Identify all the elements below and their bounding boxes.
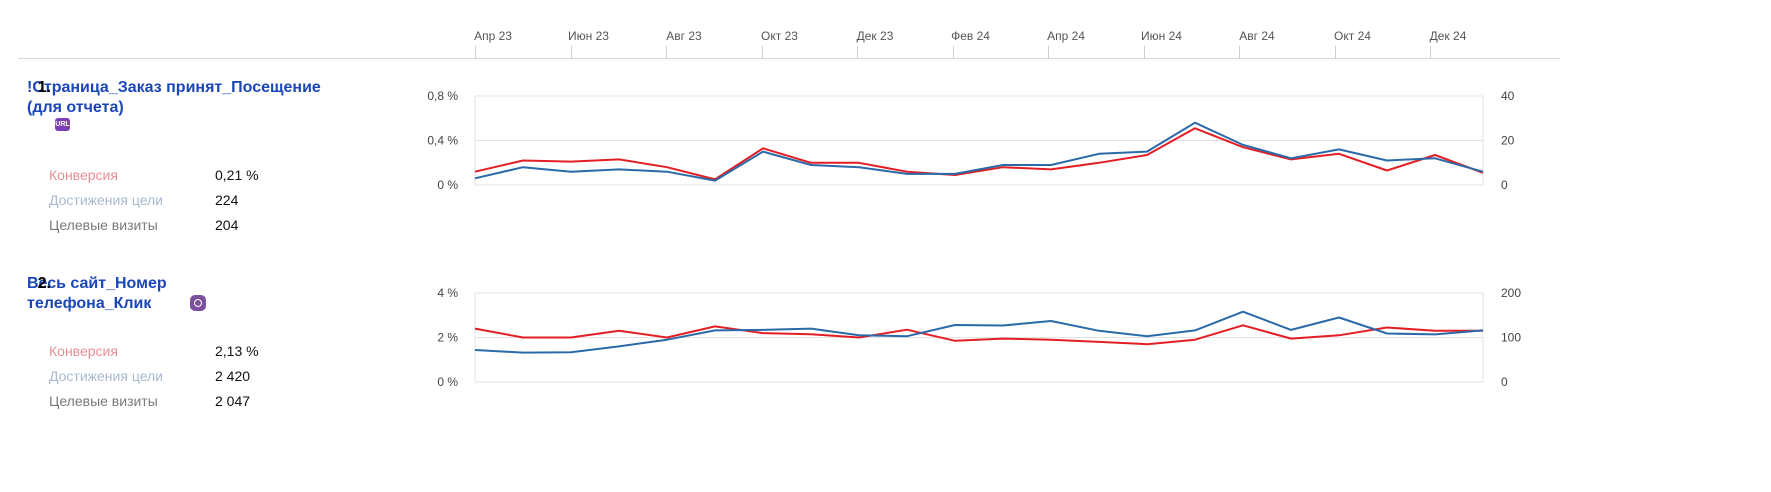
right-axis-tick: 0: [1501, 375, 1508, 389]
conversion-row: Конверсия 2,13 %: [49, 341, 259, 361]
goal-name[interactable]: Весь сайт_Номер телефона_Клик: [27, 275, 167, 312]
reaches-value: 2 420: [215, 368, 251, 384]
month-label: Авг 24: [1239, 29, 1275, 43]
right-axis-tick: 100: [1501, 331, 1521, 345]
right-axis-tick: 200: [1501, 286, 1521, 300]
month-tick: [952, 46, 954, 58]
viber-icon: [190, 295, 206, 311]
reaches-series-line: [474, 121, 1484, 182]
reaches-label: Достижения цели: [49, 192, 164, 208]
month-label: Фев 24: [951, 29, 990, 43]
month-tick: [1334, 46, 1336, 58]
month-tick: [666, 46, 667, 58]
conversion-value: 0,21 %: [215, 167, 259, 183]
conversion-series-line: [474, 127, 1484, 181]
right-axis-tick: 0: [1501, 178, 1508, 192]
month-tick: [570, 46, 572, 58]
left-axis-tick: 0 %: [437, 178, 458, 192]
month-label: Авг 23: [666, 29, 702, 43]
goal-title-1[interactable]: 1. !Страница_Заказ принят_Посещение (для…: [27, 78, 327, 118]
month-label: Окт 24: [1334, 29, 1371, 43]
month-tick: [857, 46, 858, 58]
reaches-row: Достижения цели 224: [49, 190, 238, 210]
month-tick: [1430, 46, 1431, 58]
goal-title-2[interactable]: 2. Весь сайт_Номер телефона_Клик: [27, 274, 202, 314]
left-axis-tick: 0 %: [437, 375, 458, 389]
url-badge-icon: URL: [55, 118, 70, 131]
visits-row: Целевые визиты 2 047: [49, 391, 250, 411]
month-label: Апр 24: [1047, 29, 1085, 43]
month-tick: [1239, 46, 1240, 58]
conversion-value: 2,13 %: [215, 343, 259, 359]
goal-name[interactable]: !Страница_Заказ принят_Посещение (для от…: [27, 79, 321, 116]
month-label: Июн 24: [1141, 29, 1182, 43]
right-axis-tick: 20: [1501, 134, 1515, 148]
month-tick: [1143, 46, 1145, 58]
visits-label: Целевые визиты: [49, 393, 158, 409]
conversion-label: Конверсия: [49, 343, 118, 359]
visits-value: 204: [215, 217, 239, 233]
month-label: Дек 23: [856, 29, 894, 43]
conversion-row: Конверсия 0,21 %: [49, 165, 259, 185]
goal-number: 2.: [37, 275, 51, 292]
reaches-series-line: [474, 310, 1484, 354]
conversion-label: Конверсия: [49, 167, 118, 183]
left-axis-tick: 0,4 %: [427, 134, 458, 148]
month-label: Июн 23: [568, 29, 609, 43]
left-axis-tick: 4 %: [437, 286, 458, 300]
visits-label: Целевые визиты: [49, 217, 158, 233]
right-axis-tick: 40: [1501, 89, 1515, 103]
visits-row: Целевые визиты 204: [49, 215, 238, 235]
reaches-label: Достижения цели: [49, 368, 164, 384]
month-label: Окт 23: [761, 29, 798, 43]
month-label: Апр 23: [474, 29, 512, 43]
month-label: Дек 24: [1429, 29, 1467, 43]
month-tick: [475, 46, 476, 58]
reaches-value: 224: [215, 192, 239, 208]
month-tick: [1048, 46, 1049, 58]
visits-value: 2 047: [215, 393, 251, 409]
left-axis-tick: 0,8 %: [427, 89, 458, 103]
month-timeline: Апр 23 Июн 23 Авг 23 Окт 23 Дек 23 Фев 24 Апр …: [18, 0, 1560, 59]
left-axis-tick: 2 %: [437, 331, 458, 345]
conversion-series-line: [474, 324, 1483, 346]
reaches-row: Достижения цели 2 420: [49, 366, 250, 386]
goal-number: 1.: [37, 79, 51, 96]
month-tick: [761, 46, 763, 58]
